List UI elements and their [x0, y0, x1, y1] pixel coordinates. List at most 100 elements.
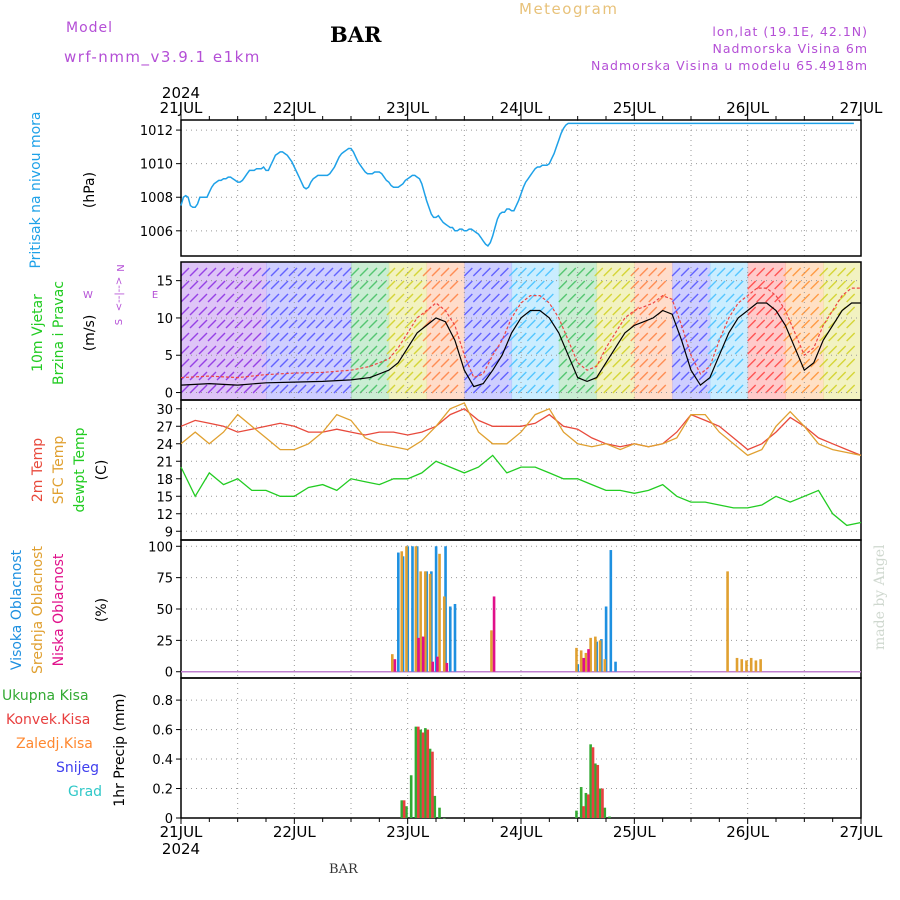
wind-arrow	[792, 371, 802, 381]
wind-arrow	[689, 358, 699, 368]
wind-arrow	[270, 358, 280, 368]
wind-arrow	[395, 267, 405, 277]
wind-arrow	[698, 267, 708, 277]
wind-arrow	[350, 384, 360, 394]
wind-arrow	[377, 384, 387, 394]
wind-arrow	[252, 306, 262, 316]
wind-arrow	[819, 267, 829, 277]
wind-arrow	[544, 332, 554, 342]
wind-arrow	[359, 384, 369, 394]
wind-arrow	[621, 358, 631, 368]
temp-2m-label: 2m Temp	[30, 438, 46, 502]
wind-arrow	[279, 384, 289, 394]
wind-arrow	[657, 332, 667, 342]
wind-arrow	[297, 332, 307, 342]
wind-arrow	[774, 384, 784, 394]
wind-arrow	[395, 384, 405, 394]
wind-arrow	[243, 345, 253, 355]
wind-arrow	[792, 358, 802, 368]
wind-arrow	[508, 306, 518, 316]
wind-arrow	[368, 345, 378, 355]
wind-arrow	[810, 345, 820, 355]
wind-arrow	[783, 332, 793, 342]
wind-arrow	[783, 319, 793, 329]
wind-arrow	[472, 280, 482, 290]
wind-arrow	[698, 358, 708, 368]
wind-arrow	[499, 319, 509, 329]
wind-arrow	[689, 384, 699, 394]
cloud-mid-label: Srednja Oblacnost	[30, 546, 46, 674]
wind-arrow	[261, 345, 271, 355]
precip-total-bar	[438, 807, 441, 818]
wind-arrow	[288, 384, 298, 394]
wind-arrow	[333, 332, 343, 342]
wind-arrow	[792, 319, 802, 329]
wind-arrow	[612, 371, 622, 381]
wind-arrow	[698, 371, 708, 381]
wind-arrow	[261, 384, 271, 394]
cloud-mid-bar	[419, 571, 422, 672]
wind-arrow	[449, 371, 459, 381]
compass-south: S	[114, 319, 125, 325]
wind-arrow	[342, 384, 352, 394]
wind-arrow	[508, 384, 518, 394]
wind-arrow	[819, 345, 829, 355]
wind-arrow	[612, 319, 622, 329]
wind-arrow	[648, 358, 658, 368]
wind-arrow	[449, 306, 459, 316]
wind-arrow	[490, 267, 500, 277]
wind-arrow	[261, 280, 271, 290]
wind-arrow	[837, 319, 847, 329]
wind-arrow	[333, 319, 343, 329]
wind-arrow	[225, 345, 235, 355]
cloud-mid-bar	[754, 660, 758, 672]
wind-arrow	[783, 293, 793, 303]
wind-arrow	[698, 319, 708, 329]
precip-conv-bar	[601, 788, 604, 818]
wind-arrow	[698, 332, 708, 342]
wind-arrow	[234, 384, 244, 394]
precip-conv-bar	[417, 726, 420, 818]
wind-arrow	[756, 306, 766, 316]
wind-arrow	[846, 319, 856, 329]
wind-arrow	[671, 345, 681, 355]
wind-arrow	[404, 267, 414, 277]
x-tick-label: 27JUL	[840, 823, 883, 841]
wind-arrow	[819, 280, 829, 290]
wind-arrow	[716, 371, 726, 381]
wind-arrow	[333, 371, 343, 381]
cloud-mid-bar	[598, 640, 602, 672]
precip-total-bar	[409, 775, 413, 818]
wind-arrow	[725, 384, 735, 394]
wind-arrow	[189, 319, 199, 329]
wind-arrow	[234, 267, 244, 277]
wind-arrow	[499, 332, 509, 342]
pressure-line	[180, 122, 854, 247]
wind-arrow	[324, 319, 334, 329]
wind-arrow	[725, 280, 735, 290]
wind-arrow	[243, 280, 253, 290]
wind-unit: (m/s)	[82, 315, 98, 352]
wind-arrow	[431, 280, 441, 290]
wind-arrow	[377, 332, 387, 342]
cloud-mid-bar	[740, 659, 744, 672]
wind-arrow	[765, 319, 775, 329]
wind-arrow	[765, 332, 775, 342]
wind-arrow	[198, 332, 208, 342]
wind-arrow	[404, 345, 414, 355]
wind-arrow	[413, 280, 423, 290]
wind-arrow	[765, 358, 775, 368]
wind-arrow	[716, 267, 726, 277]
wind-arrow	[657, 267, 667, 277]
wind-arrow	[774, 319, 784, 329]
wind-arrow	[333, 267, 343, 277]
wind-arrow	[252, 332, 262, 342]
wind-arrow	[216, 267, 226, 277]
wind-arrow	[716, 358, 726, 368]
y-tick-label: 100	[148, 540, 173, 555]
wind-arrow	[535, 332, 545, 342]
wind-arrow	[603, 280, 613, 290]
cloud-high-bar	[453, 603, 457, 672]
precip-conv-bar	[431, 751, 434, 818]
wind-arrow	[413, 293, 423, 303]
